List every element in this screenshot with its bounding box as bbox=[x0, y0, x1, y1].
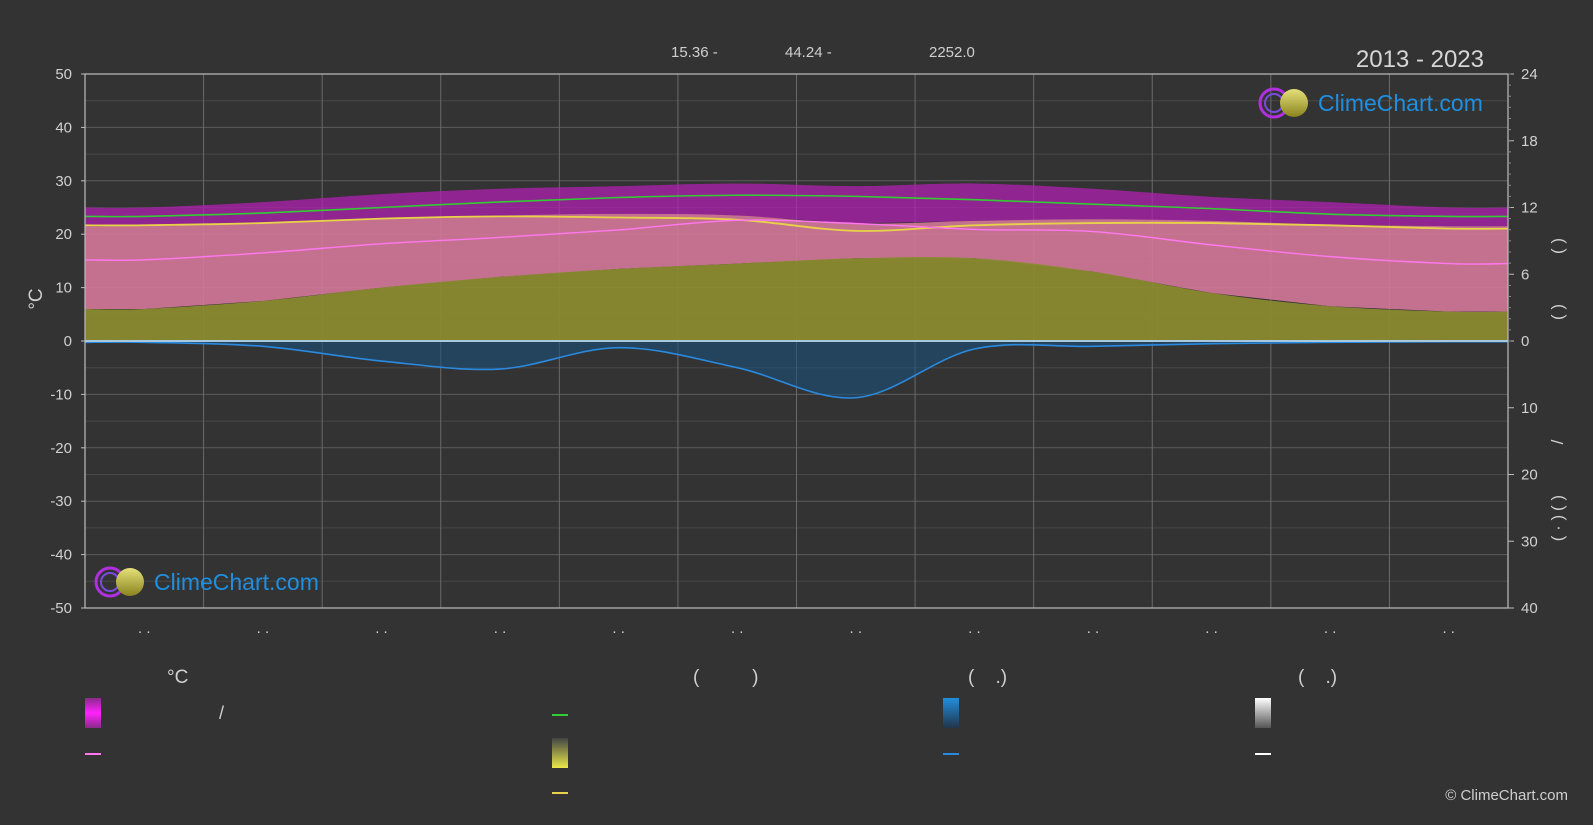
header-latitude: 15.36 - bbox=[671, 44, 718, 61]
x-tick-label: . . bbox=[731, 620, 744, 637]
left-tick-label: 10 bbox=[55, 280, 72, 297]
x-tick-label: . . bbox=[494, 620, 507, 637]
legend-swatch-snow bbox=[1255, 698, 1271, 728]
left-tick-label: 0 bbox=[64, 333, 72, 350]
axes: 50 40 30 20 10 0 -10 -20 -30 -40 -50 °C 24 18 12 6 0 10 20… bbox=[26, 66, 1567, 637]
right-tick-label-hours: 24 bbox=[1521, 66, 1538, 83]
right-tick-label-hours: 12 bbox=[1521, 200, 1538, 217]
sunshine-line bbox=[84, 215, 1509, 232]
legend-line-precip bbox=[943, 753, 959, 755]
right-tick-label-precip: 20 bbox=[1521, 467, 1538, 484]
legend-head-snow: ( .) bbox=[1298, 667, 1338, 688]
right-tick-label-hours: 0 bbox=[1521, 333, 1529, 350]
x-tick-label: . . bbox=[968, 620, 981, 637]
legend-line-sunshine bbox=[552, 792, 568, 794]
header-elevation: 2252.0 bbox=[929, 44, 975, 61]
x-tick-label: . . bbox=[1324, 620, 1337, 637]
left-axis-label: °C bbox=[26, 288, 47, 309]
daylight-line bbox=[84, 194, 1509, 218]
left-tick-label: 40 bbox=[55, 119, 72, 136]
right-tick-label-precip: 10 bbox=[1521, 400, 1538, 417]
left-tick-label: -40 bbox=[50, 547, 72, 564]
legend-line-snow bbox=[1255, 753, 1271, 755]
period-label: 2013 - 2023 bbox=[1355, 46, 1484, 73]
x-tick-label: . . bbox=[1087, 620, 1100, 637]
legend-separator: / bbox=[219, 703, 225, 723]
mean-temp-line bbox=[84, 219, 1509, 265]
legend-head-temperature: °C bbox=[167, 667, 189, 688]
x-tick-label: . . bbox=[612, 620, 625, 637]
left-tick-label: -10 bbox=[50, 386, 72, 403]
logo-bottom[interactable]: ClimeChart.com bbox=[94, 565, 319, 599]
legend-line-daylight bbox=[552, 714, 568, 716]
temp-extreme-band bbox=[85, 183, 1508, 227]
x-tick-label: . . bbox=[138, 620, 151, 637]
left-tick-label: 30 bbox=[55, 173, 72, 190]
left-tick-label: 20 bbox=[55, 226, 72, 243]
precip-area bbox=[85, 341, 1508, 399]
right-tick-label-hours: 18 bbox=[1521, 133, 1538, 150]
x-tick-label: . . bbox=[1205, 620, 1218, 637]
right-axis-label: / bbox=[1548, 439, 1567, 444]
right-axis-label: ( · ) bbox=[1548, 515, 1567, 541]
copyright: © ClimeChart.com bbox=[1445, 787, 1568, 804]
chart-layers bbox=[84, 183, 1509, 399]
header-longitude: 44.24 - bbox=[785, 44, 832, 61]
sunshine-area bbox=[85, 257, 1508, 341]
logo-text: ClimeChart.com bbox=[1318, 89, 1483, 116]
right-tick-label-precip: 40 bbox=[1521, 600, 1538, 617]
left-tick-label: -50 bbox=[50, 600, 72, 617]
legend-swatch-temp-extreme bbox=[85, 698, 101, 728]
right-axis-label: ( ) bbox=[1548, 238, 1567, 254]
legend-head-sun: ( ) bbox=[693, 667, 759, 688]
legend-swatch-sunshine bbox=[552, 738, 568, 768]
legend-swatch-precip bbox=[943, 698, 959, 728]
x-tick-label: . . bbox=[375, 620, 388, 637]
logo-top[interactable]: ClimeChart.com bbox=[1258, 86, 1483, 120]
legend-line-mean-temp bbox=[85, 753, 101, 755]
left-tick-label: -30 bbox=[50, 493, 72, 510]
climechart-logo-icon bbox=[94, 566, 144, 598]
x-tick-label: . . bbox=[1442, 620, 1455, 637]
right-axis-label: ( ) bbox=[1548, 495, 1567, 511]
right-tick-label-hours: 6 bbox=[1521, 266, 1529, 283]
x-tick-label: . . bbox=[850, 620, 863, 637]
temp-range-band bbox=[85, 213, 1508, 312]
left-tick-label: 50 bbox=[55, 66, 72, 83]
x-tick-label: . . bbox=[257, 620, 270, 637]
right-tick-label-precip: 30 bbox=[1521, 533, 1538, 550]
climechart-logo-icon bbox=[1258, 87, 1308, 119]
right-axis-label: ( ) bbox=[1548, 304, 1567, 320]
legend-head-rain: ( .) bbox=[968, 667, 1008, 688]
precip-line bbox=[84, 340, 1509, 399]
left-tick-label: -20 bbox=[50, 440, 72, 457]
logo-text: ClimeChart.com bbox=[154, 568, 319, 595]
